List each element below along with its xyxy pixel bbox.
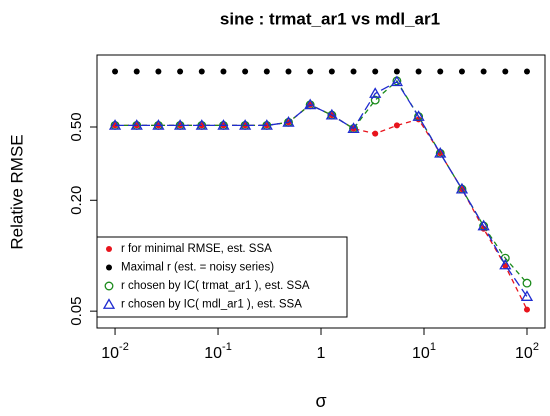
series-line xyxy=(115,80,528,297)
data-point xyxy=(325,108,338,120)
data-point xyxy=(350,68,357,75)
data-point xyxy=(393,122,400,129)
data-point xyxy=(133,68,140,75)
x-tick-label: 102 xyxy=(515,341,539,362)
data-point xyxy=(520,290,534,301)
data-point xyxy=(502,262,509,269)
x-tick-label: 10-2 xyxy=(101,341,129,362)
legend-label: r chosen by IC( trmat_ar1 ), est. SSA xyxy=(121,280,310,292)
legend: r for minimal RMSE, est. SSA Maximal r (e… xyxy=(96,236,348,318)
data-point xyxy=(523,68,530,75)
data-point xyxy=(108,119,122,130)
chart-title: sine : trmat_ar1 vs mdl_ar1 xyxy=(220,9,440,28)
x-tick-exponent: 2 xyxy=(533,341,539,353)
data-point xyxy=(347,122,360,134)
data-point xyxy=(260,119,273,130)
data-point xyxy=(455,182,469,194)
data-point xyxy=(369,87,382,98)
legend-marker xyxy=(102,298,116,309)
data-point xyxy=(217,119,230,130)
x-tick-label: 10-1 xyxy=(204,341,232,362)
y-axis-label: Relative RMSE xyxy=(7,134,26,249)
data-point xyxy=(328,68,335,75)
data-point xyxy=(112,68,119,75)
data-point xyxy=(370,95,380,105)
data-point xyxy=(177,68,184,75)
data-point xyxy=(242,68,249,75)
data-point xyxy=(434,146,447,158)
x-tick-label: 101 xyxy=(412,341,436,362)
x-tick-exponent: -2 xyxy=(119,341,129,353)
x-tick-base: 10 xyxy=(101,345,119,362)
data-point xyxy=(372,68,379,75)
x-tick-base: 10 xyxy=(412,345,430,362)
data-point xyxy=(523,306,530,313)
x-axis-label: σ xyxy=(315,391,326,411)
legend-marker xyxy=(104,281,114,291)
data-point xyxy=(198,68,205,75)
y-tick-label: 0.20 xyxy=(68,186,85,215)
legend-marker xyxy=(106,264,112,271)
x-tick-exponent: -1 xyxy=(222,341,232,353)
data-point xyxy=(307,68,314,75)
x-tick-exponent: 1 xyxy=(430,341,436,353)
legend-label: Maximal r (est. = noisy series) xyxy=(121,262,274,274)
data-point xyxy=(412,110,425,121)
x-tick-base: 10 xyxy=(515,345,533,362)
data-point xyxy=(285,68,292,75)
data-point xyxy=(155,68,162,75)
data-point xyxy=(437,68,444,75)
data-point xyxy=(415,68,422,75)
data-point xyxy=(499,258,512,270)
data-point xyxy=(458,68,465,75)
x-tick-base: 1 xyxy=(317,345,326,362)
data-point xyxy=(372,130,379,137)
data-point xyxy=(304,98,317,110)
data-point xyxy=(282,116,295,127)
data-point xyxy=(522,278,532,288)
data-point xyxy=(477,219,490,231)
data-point xyxy=(263,68,270,75)
legend-marker xyxy=(106,246,112,252)
x-tick-base: 10 xyxy=(204,345,222,362)
data-point xyxy=(130,119,143,130)
data-point xyxy=(173,119,187,130)
data-point xyxy=(480,68,487,75)
data-point xyxy=(195,119,208,130)
data-point xyxy=(502,68,509,75)
data-point xyxy=(220,68,227,75)
data-point xyxy=(152,119,165,130)
y-tick-label: 0.50 xyxy=(68,112,85,141)
data-point xyxy=(390,75,404,87)
y-tick-label: 0.05 xyxy=(68,297,85,326)
data-point xyxy=(393,68,400,75)
legend-label: r chosen by IC( mdl_ar1 ), est. SSA xyxy=(121,299,302,311)
data-point xyxy=(239,119,252,130)
legend-label: r for minimal RMSE, est. SSA xyxy=(121,243,272,255)
legend-box xyxy=(96,236,348,318)
x-tick-label: 1 xyxy=(317,345,326,362)
